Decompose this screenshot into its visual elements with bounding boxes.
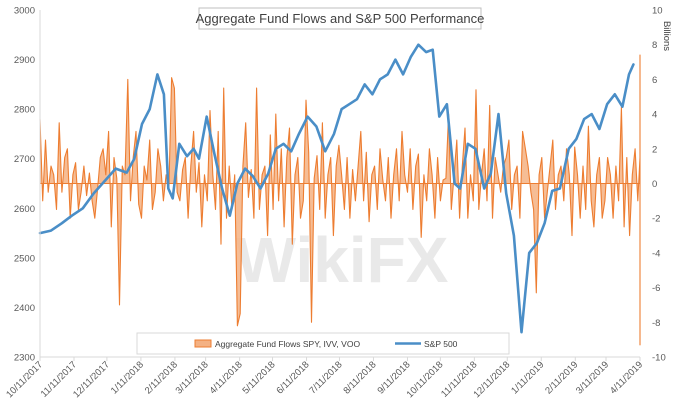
right-tick-label-neg2: -2: [652, 214, 660, 225]
right-tick-label-neg4: -4: [652, 248, 660, 259]
right-axis-title: Billions: [661, 21, 672, 51]
left-axis-ticks: 2300 2400 2500 2600 2700 2800 2900 3000: [14, 6, 35, 364]
x-tick-label-5: 3/11/2018: [174, 359, 211, 396]
left-tick-label-2500: 2500: [14, 253, 35, 264]
sp500-line: [38, 43, 635, 334]
right-tick-label-6: 6: [652, 75, 657, 86]
x-tick-label-9: 7/11/2018: [307, 359, 344, 396]
right-tick-label-2: 2: [652, 144, 657, 155]
left-tick-label-3000: 3000: [14, 6, 35, 17]
right-axis-ticks: -10 -8 -6 -4 -2 0 2 4 6 8 10: [652, 6, 666, 364]
x-tick-label-8: 6/11/2018: [274, 359, 311, 396]
x-tick-label-0: 10/11/2017: [4, 359, 45, 400]
legend-label-sp500: S&P 500: [424, 339, 458, 349]
x-tick-label-10: 8/11/2018: [341, 359, 378, 396]
x-tick-label-15: 1/11/2019: [509, 359, 546, 396]
chart-title-box: Aggregate Fund Flows and S&P 500 Perform…: [196, 7, 485, 30]
x-tick-label-18: 4/11/2019: [608, 359, 645, 396]
sp500-line-layer: [38, 43, 635, 334]
right-tick-label-neg8: -8: [652, 318, 660, 329]
x-tick-label-3: 1/11/2018: [109, 359, 146, 396]
left-tick-label-2900: 2900: [14, 55, 35, 66]
x-tick-label-17: 3/11/2019: [574, 359, 611, 396]
chart-title: Aggregate Fund Flows and S&P 500 Perform…: [196, 11, 485, 26]
left-tick-label-2700: 2700: [14, 154, 35, 165]
right-tick-label-4: 4: [652, 110, 657, 121]
right-tick-label-8: 8: [652, 40, 657, 51]
x-tick-label-7: 5/11/2018: [240, 359, 277, 396]
title-frame: [198, 7, 482, 30]
left-tick-label-2400: 2400: [14, 303, 35, 314]
legend-label-flows: Aggregate Fund Flows SPY, IVV, VOO: [215, 339, 360, 349]
left-tick-label-2300: 2300: [14, 353, 35, 364]
right-tick-label-0: 0: [652, 179, 657, 190]
legend: Aggregate Fund Flows SPY, IVV, VOO S&P 5…: [136, 332, 510, 355]
x-tick-label-6: 4/11/2018: [208, 359, 245, 396]
x-axis-ticks: 10/11/201711/11/201712/11/20171/11/20182…: [4, 357, 645, 400]
watermark: WikiFX: [236, 224, 449, 296]
right-tick-label-neg6: -6: [652, 283, 660, 294]
legend-swatch-flows: [194, 339, 212, 348]
legend-frame: [136, 332, 510, 355]
right-tick-label-neg10: -10: [652, 353, 666, 364]
left-tick-label-2800: 2800: [14, 105, 35, 116]
right-tick-label-10: 10: [652, 6, 663, 17]
left-tick-label-2600: 2600: [14, 204, 35, 215]
